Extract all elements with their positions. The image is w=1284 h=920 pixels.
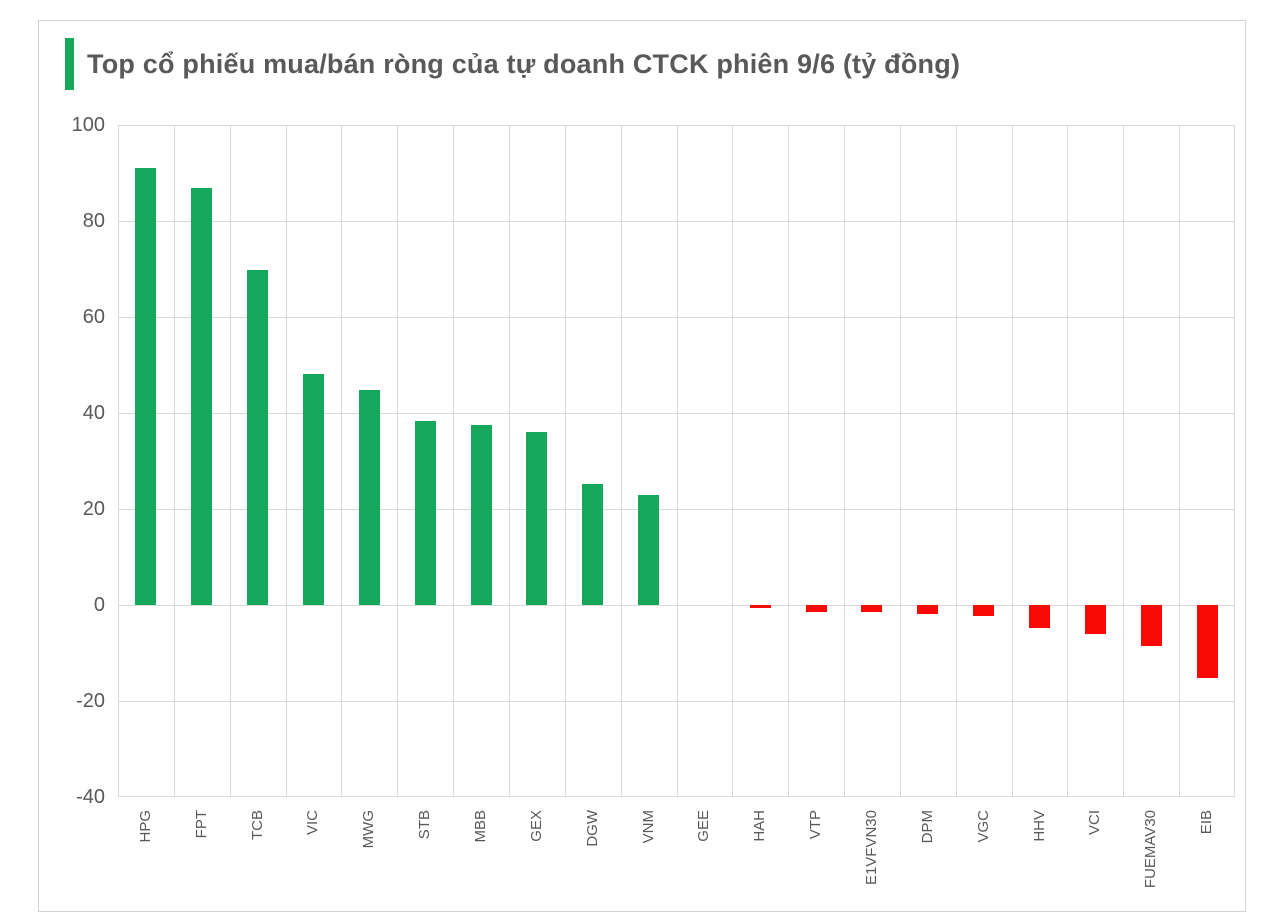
gridline-vertical (956, 125, 957, 797)
plot-area: 100 80 60 40 20 0 -20 -40 HPG FPT TCB VIC MWG STB MBB G… (72, 114, 1235, 888)
x-axis-label-vtp: VTP (807, 810, 824, 840)
gridline-vertical (732, 125, 733, 797)
gridline-vertical (1012, 125, 1013, 797)
gridline-horizontal (118, 796, 1235, 797)
bar-mwg (359, 390, 380, 605)
x-axis-label-vci: VCI (1086, 810, 1103, 836)
gridline-horizontal (118, 605, 1235, 606)
x-axis-label-gex: GEX (528, 810, 545, 842)
gridline-horizontal (118, 125, 1235, 126)
gridline-vertical (341, 125, 342, 797)
chart-card: Top cổ phiếu mua/bán ròng của tự doanh C… (38, 20, 1246, 912)
y-axis-tick-label: -40 (76, 786, 105, 808)
bar-vnm (638, 495, 659, 605)
y-axis-tick-label: 0 (93, 594, 105, 616)
bar-tcb (247, 270, 268, 605)
x-axis-label-mwg: MWG (360, 810, 377, 849)
gridline-horizontal (118, 701, 1235, 702)
x-axis-label-vnm: VNM (640, 810, 657, 844)
bar-dpm (917, 605, 938, 614)
bar-e1vfvn30 (861, 605, 882, 612)
bar-vgc (973, 605, 994, 616)
bar-vci (1085, 605, 1106, 634)
gridline-vertical (677, 125, 678, 797)
bar-mbb (471, 425, 492, 605)
bar-fuemav30 (1141, 605, 1162, 646)
gridline-vertical (230, 125, 231, 797)
y-axis-tick-label: 20 (82, 498, 105, 520)
gridline-vertical (1234, 125, 1235, 797)
x-axis-label-eib: EIB (1198, 810, 1215, 835)
bar-hpg (135, 168, 156, 605)
bar-gex (526, 432, 547, 605)
y-axis-tick-label: 100 (71, 114, 105, 136)
gridline-vertical (565, 125, 566, 797)
gridline-horizontal (118, 509, 1235, 510)
x-axis-label-tcb: TCB (249, 810, 266, 840)
y-axis-tick-label: 80 (82, 210, 105, 232)
bar-vic (303, 374, 324, 605)
y-axis-tick-label: 60 (82, 306, 105, 328)
title-accent-bar (65, 38, 74, 90)
gridline-horizontal (118, 317, 1235, 318)
gridline-vertical (453, 125, 454, 797)
x-axis-label-mbb: MBB (472, 810, 489, 843)
gridline-vertical (1123, 125, 1124, 797)
gridline-horizontal (118, 221, 1235, 222)
y-axis-tick-label: 40 (82, 402, 105, 424)
bar-stb (415, 421, 436, 605)
x-axis-label-hhv: HHV (1031, 810, 1048, 842)
chart-title: Top cổ phiếu mua/bán ròng của tự doanh C… (87, 49, 961, 79)
bar-vtp (806, 605, 827, 612)
bar-hah (750, 605, 771, 608)
gridline-vertical (788, 125, 789, 797)
x-axis-label-gee: GEE (695, 810, 712, 842)
x-axis-label-hpg: HPG (137, 810, 154, 843)
x-axis-label-dgw: DGW (584, 810, 601, 847)
gridline-vertical (509, 125, 510, 797)
gridline-vertical (118, 125, 119, 797)
gridline-horizontal (118, 413, 1235, 414)
gridline-vertical (900, 125, 901, 797)
x-axis-label-vic: VIC (304, 810, 321, 836)
gridline-vertical (397, 125, 398, 797)
bar-hhv (1029, 605, 1050, 628)
gridline-vertical (174, 125, 175, 797)
y-axis-tick-label: -20 (76, 690, 105, 712)
gridline-vertical (621, 125, 622, 797)
gridline-vertical (844, 125, 845, 797)
x-axis-label-vgc: VGC (975, 810, 992, 843)
gridline-vertical (1067, 125, 1068, 797)
x-axis-label-stb: STB (416, 810, 433, 840)
x-axis-label-fpt: FPT (193, 810, 210, 839)
gridline-vertical (1179, 125, 1180, 797)
x-axis-label-dpm: DPM (919, 810, 936, 844)
x-axis-label-e1vfvn30: E1VFVN30 (863, 810, 880, 886)
x-axis-label-hah: HAH (751, 810, 768, 842)
x-axis-label-fuemav30: FUEMAV30 (1142, 810, 1159, 889)
chart-header: Top cổ phiếu mua/bán ròng của tự doanh C… (65, 38, 960, 90)
gridline-vertical (286, 125, 287, 797)
bar-fpt (191, 188, 212, 605)
bar-eib (1197, 605, 1218, 678)
bar-dgw (582, 484, 603, 605)
